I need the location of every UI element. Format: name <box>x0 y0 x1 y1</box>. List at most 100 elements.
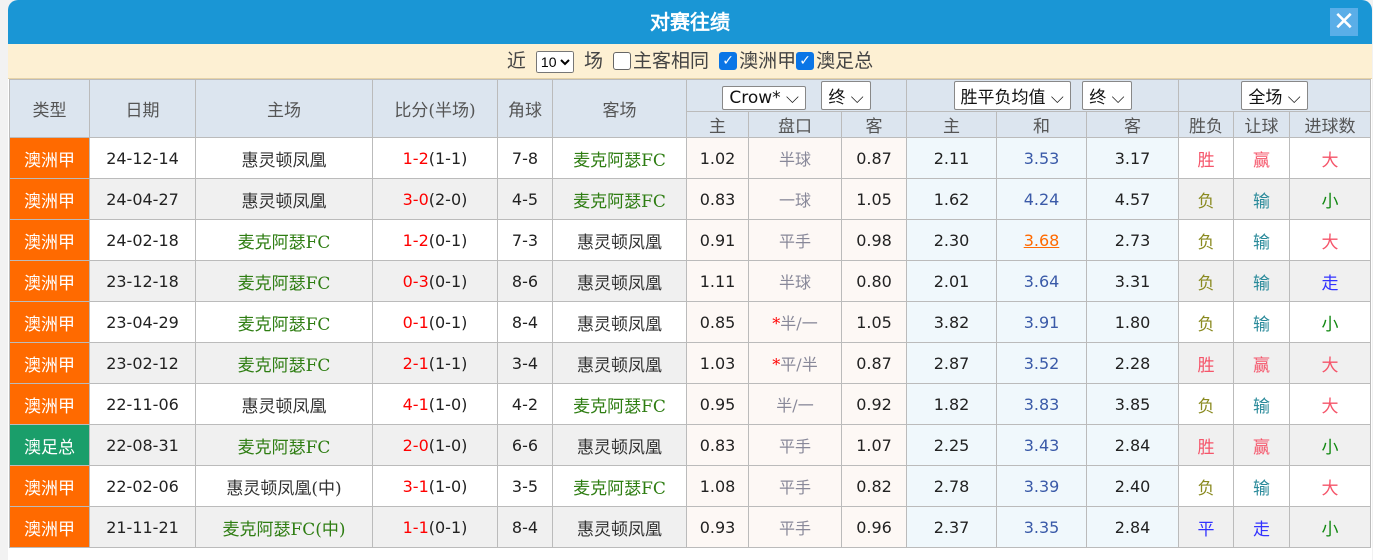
table-row[interactable]: 澳洲甲 23-02-12 麦克阿瑟FC 2-1(1-1) 3-4 惠灵顿凤凰 1.03 *平/… <box>9 342 1372 384</box>
euro-away-odds: 2.28 <box>1114 353 1151 373</box>
corner-count: 3-4 <box>511 353 539 373</box>
match-date: 24-04-27 <box>106 189 179 209</box>
same-home-away-checkbox[interactable] <box>613 51 632 70</box>
asian-stage-select[interactable]: 终 ⌵ <box>821 81 871 110</box>
asian-home-cell: 0.91 <box>686 219 749 261</box>
goals-result-cell: 小 <box>1289 424 1372 466</box>
goals-result: 大 <box>1321 150 1339 171</box>
table-row[interactable]: 澳洲甲 23-04-29 麦克阿瑟FC 0-1(0-1) 8-4 惠灵顿凤凰 0.85 *半/… <box>9 301 1372 343</box>
table-row[interactable]: 澳洲甲 24-12-14 惠灵顿凤凰 1-2(1-1) 7-8 麦克阿瑟FC 1.02 半球 0… <box>9 137 1372 179</box>
euro-company-select[interactable]: 胜平负均值 ⌵ <box>953 81 1071 110</box>
euro-away-odds: 3.17 <box>1114 148 1151 168</box>
league1-label: 澳洲甲 <box>739 50 797 72</box>
full-time-score: 0-3 <box>402 271 429 291</box>
home-team: 麦克阿瑟FC <box>237 314 331 335</box>
euro-away-odds: 2.84 <box>1114 517 1151 537</box>
euro-draw-cell: 4.24 <box>996 178 1087 220</box>
half-time-score: (0-1) <box>428 230 468 250</box>
table-row[interactable]: 澳洲甲 24-04-27 惠灵顿凤凰 3-0(2-0) 4-5 麦克阿瑟FC 0.83 一球 1… <box>9 178 1372 220</box>
win-loss-cell: 负 <box>1178 383 1235 425</box>
asian-home-odds: 0.83 <box>699 189 736 209</box>
asian-home-cell: 0.95 <box>686 383 749 425</box>
corner-count: 8-4 <box>511 517 539 537</box>
league1-checkbox[interactable]: ✓ <box>719 51 738 70</box>
type-cell: 澳洲甲 <box>9 342 90 384</box>
handicap-cell: *半/一 <box>748 301 842 343</box>
euro-away-odds: 4.57 <box>1114 189 1151 209</box>
euro-home-cell: 2.87 <box>906 342 997 384</box>
home-team: 麦克阿瑟FC <box>237 232 331 253</box>
win-loss-cell: 负 <box>1178 178 1235 220</box>
handicap-result-cell: 输 <box>1233 260 1291 302</box>
away-cell: 麦克阿瑟FC <box>552 383 687 425</box>
goals-result-cell: 大 <box>1289 383 1372 425</box>
score-cell: 0-3(0-1) <box>372 260 498 302</box>
asian-away-cell: 0.87 <box>841 137 907 179</box>
table-row[interactable]: 澳洲甲 22-11-06 惠灵顿凤凰 4-1(1-0) 4-2 麦克阿瑟FC 0.95 半/一… <box>9 383 1372 425</box>
match-date: 21-11-21 <box>106 517 179 537</box>
away-cell: 麦克阿瑟FC <box>552 178 687 220</box>
corner-cell: 4-2 <box>497 383 553 425</box>
half-time-score: (2-0) <box>428 189 468 209</box>
league2-checkbox[interactable]: ✓ <box>796 51 815 70</box>
table-row[interactable]: 澳洲甲 22-02-06 惠灵顿凤凰(中) 3-1(1-0) 3-5 麦克阿瑟FC 1.08… <box>9 465 1372 507</box>
euro-away-odds: 3.31 <box>1114 271 1151 291</box>
full-time-score: 1-2 <box>402 148 429 168</box>
date-cell: 23-02-12 <box>89 342 196 384</box>
euro-draw-odds: 3.52 <box>1023 353 1060 373</box>
type-cell: 澳足总 <box>9 424 90 466</box>
handicap-result: 赢 <box>1253 355 1271 376</box>
win-loss-cell: 胜 <box>1178 137 1235 179</box>
home-cell: 麦克阿瑟FC <box>195 260 373 302</box>
handicap-cell: 平手 <box>748 506 842 548</box>
euro-home-cell: 1.62 <box>906 178 997 220</box>
asian-home-cell: 1.11 <box>686 260 749 302</box>
league-type: 澳洲甲 <box>24 396 75 417</box>
win-loss: 负 <box>1197 273 1215 294</box>
asian-home-odds: 0.91 <box>699 230 736 250</box>
handicap-result: 走 <box>1253 519 1271 540</box>
handicap-line: 半/一 <box>776 396 814 415</box>
table-row[interactable]: 澳洲甲 21-11-21 麦克阿瑟FC(中) 1-1(0-1) 8-4 惠灵顿凤凰 0.93… <box>9 506 1372 548</box>
full-time-score: 4-1 <box>402 394 429 414</box>
table-row[interactable]: 澳足总 22-08-31 麦克阿瑟FC 2-0(1-0) 6-6 惠灵顿凤凰 0.83 平手 1… <box>9 424 1372 466</box>
table-row[interactable]: 澳洲甲 24-02-18 麦克阿瑟FC 1-2(0-1) 7-3 惠灵顿凤凰 0.91 平手 0… <box>9 219 1372 261</box>
handicap-result: 赢 <box>1253 150 1271 171</box>
asian-away-odds: 0.98 <box>856 230 892 250</box>
corner-count: 7-3 <box>511 230 539 250</box>
euro-away-cell: 3.85 <box>1085 383 1180 425</box>
handicap-line: 平手 <box>778 478 811 497</box>
handicap-line: 平/半 <box>780 355 818 374</box>
full-time-score: 2-1 <box>402 353 429 373</box>
win-loss-cell: 平 <box>1178 506 1235 548</box>
euro-home-odds: 2.30 <box>933 230 970 250</box>
away-team: 惠灵顿凤凰 <box>577 437 662 458</box>
match-count-select[interactable]: 10 <box>535 51 574 73</box>
win-loss: 负 <box>1197 191 1215 212</box>
euro-draw-odds: 3.83 <box>1023 394 1060 414</box>
euro-away-cell: 2.73 <box>1085 219 1180 261</box>
handicap-result: 赢 <box>1253 437 1271 458</box>
results-table: 类型 日期 主场 比分(半场) 角球 客场 Crow* ⌵ 终 ⌵ 胜平负均值 … <box>9 79 1372 548</box>
asian-away-odds: 0.87 <box>856 353 892 373</box>
handicap-result-cell: 输 <box>1233 219 1291 261</box>
table-row[interactable]: 澳洲甲 23-12-18 麦克阿瑟FC 0-3(0-1) 8-6 惠灵顿凤凰 1.11 半球 0… <box>9 260 1372 302</box>
away-team: 惠灵顿凤凰 <box>577 355 662 376</box>
euro-stage-value: 终 <box>1089 88 1107 108</box>
away-cell: 惠灵顿凤凰 <box>552 301 687 343</box>
away-team: 惠灵顿凤凰 <box>577 314 662 335</box>
close-icon[interactable]: ✕ <box>1330 8 1358 36</box>
result-scope-select[interactable]: 全场 ⌵ <box>1241 81 1308 110</box>
asian-away-cell: 0.92 <box>841 383 907 425</box>
euro-home-cell: 2.37 <box>906 506 997 548</box>
asian-company-select[interactable]: Crow* ⌵ <box>722 86 806 110</box>
home-cell: 麦克阿瑟FC(中) <box>195 506 373 548</box>
score-cell: 1-1(0-1) <box>372 506 498 548</box>
asian-company-value: Crow* <box>729 88 781 108</box>
type-cell: 澳洲甲 <box>9 506 90 548</box>
away-team: 麦克阿瑟FC <box>573 478 666 499</box>
league-type: 澳洲甲 <box>24 478 75 499</box>
subheader: 让球 <box>1233 111 1291 138</box>
date-cell: 24-12-14 <box>89 137 196 179</box>
euro-stage-select[interactable]: 终 ⌵ <box>1082 81 1132 110</box>
